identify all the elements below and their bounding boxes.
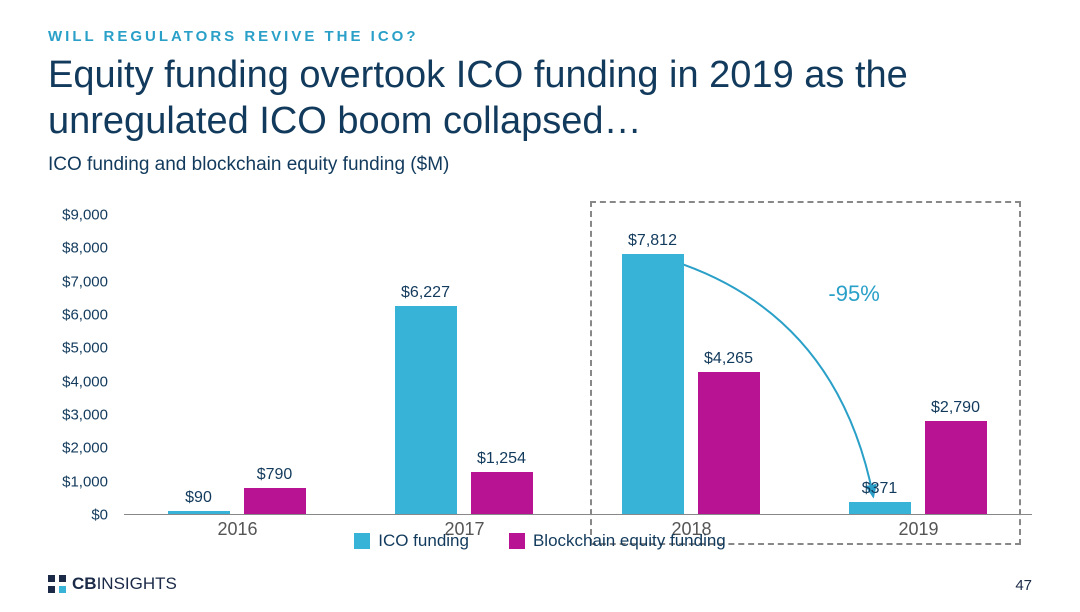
legend-item: Blockchain equity funding	[509, 531, 726, 551]
y-tick: $8,000	[48, 240, 108, 257]
legend-item: ICO funding	[354, 531, 469, 551]
y-tick: $0	[48, 507, 108, 524]
footer-logo: CBINSIGHTS	[48, 574, 177, 594]
bar-value-label: $1,254	[457, 450, 547, 468]
bar-ico: $371	[849, 502, 911, 514]
legend-label: Blockchain equity funding	[533, 531, 726, 551]
bar-group: $371 $2,790	[839, 215, 999, 514]
bar-equity: $790	[244, 488, 306, 514]
y-tick: $5,000	[48, 340, 108, 357]
bar-group: $7,812$4,265	[612, 215, 772, 514]
y-tick: $7,000	[48, 273, 108, 290]
logo-icon	[48, 575, 66, 593]
plot-area: -95% $90$7902016$6,227$1,2542017$7,812$4…	[124, 215, 1032, 515]
legend-label: ICO funding	[378, 531, 469, 551]
bar-value-label: $6,227	[381, 284, 471, 302]
chart-container: $0 $1,000 $2,000 $3,000 $4,000 $5,000 $6,000 $7…	[48, 215, 1032, 550]
chart-subtitle: ICO funding and blockchain equity fundin…	[48, 154, 1032, 176]
logo-bold: CB	[72, 574, 97, 594]
y-tick: $6,000	[48, 307, 108, 324]
eyebrow-text: WILL REGULATORS REVIVE THE ICO?	[48, 28, 1032, 45]
logo-light: INSIGHTS	[97, 574, 177, 594]
page-number: 47	[1015, 577, 1032, 594]
headline: Equity funding overtook ICO funding in 2…	[48, 53, 1032, 144]
legend: ICO funding Blockchain equity funding	[48, 531, 1032, 554]
bar-value-label: $790	[230, 466, 320, 484]
bar-equity: $4,265	[698, 372, 760, 514]
bar-value-label: $7,812	[608, 232, 698, 250]
bar-value-label: $2,790	[911, 399, 1001, 417]
y-tick: $1,000	[48, 473, 108, 490]
bar-group: $6,227$1,254	[385, 215, 545, 514]
bar-equity: $1,254	[471, 472, 533, 514]
bar-equity: $2,790	[925, 421, 987, 514]
bar-value-label: $371	[835, 480, 925, 498]
bar-ico: $6,227	[395, 306, 457, 514]
legend-swatch	[354, 533, 370, 549]
bar-value-label: $4,265	[684, 350, 774, 368]
bar-group: $90 $790	[158, 215, 318, 514]
y-tick: $4,000	[48, 373, 108, 390]
bar-value-label: $90	[154, 489, 244, 507]
y-tick: $2,000	[48, 440, 108, 457]
legend-swatch	[509, 533, 525, 549]
bar-ico: $7,812	[622, 254, 684, 514]
bar-ico: $90	[168, 511, 230, 514]
y-tick: $9,000	[48, 207, 108, 224]
y-tick: $3,000	[48, 407, 108, 424]
y-axis: $0$1,000$2,000$3,000$4,000$5,000$6,000$7…	[48, 215, 118, 515]
